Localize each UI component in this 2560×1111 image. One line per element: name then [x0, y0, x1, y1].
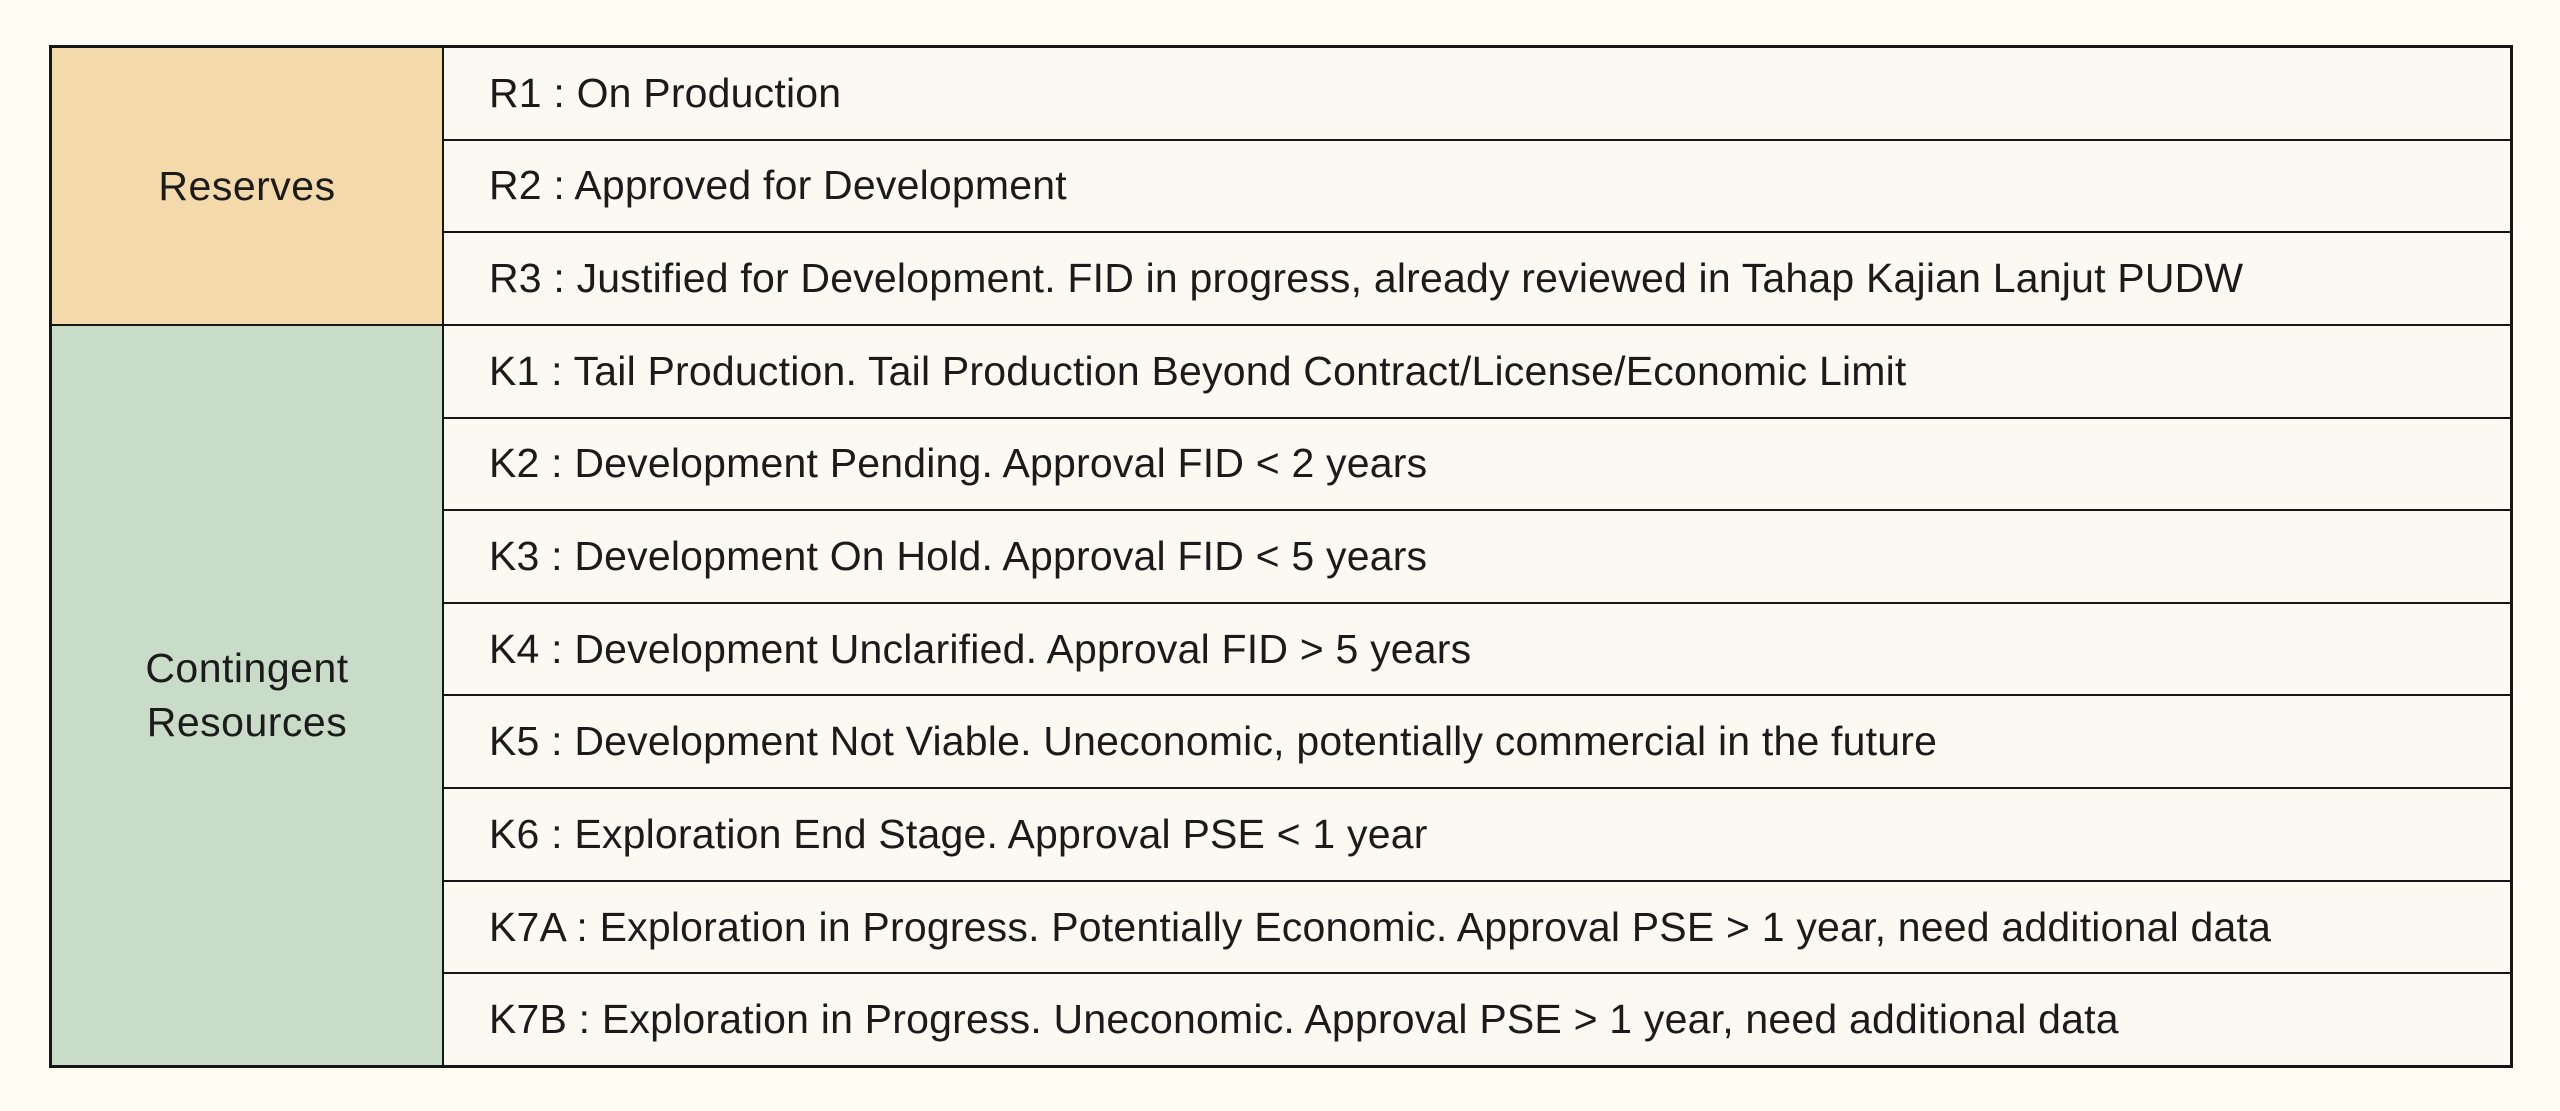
- row-r1-text: R1 : On Production: [489, 69, 842, 116]
- row-k3-text: K3 : Development On Hold. Approval FID <…: [489, 532, 1428, 579]
- row-k7a-text: K7A : Exploration in Progress. Potential…: [489, 903, 2272, 950]
- row-r3: R3 : Justified for Development. FID in p…: [444, 233, 2510, 324]
- reserves-group-header: Reserves: [52, 48, 442, 324]
- row-k7b: K7B : Exploration in Progress. Uneconomi…: [444, 974, 2510, 1065]
- row-k7b-text: K7B : Exploration in Progress. Uneconomi…: [489, 996, 2119, 1043]
- row-k6: K6 : Exploration End Stage. Approval PSE…: [444, 789, 2510, 880]
- row-k4-text: K4 : Development Unclarified. Approval F…: [489, 625, 1472, 672]
- row-r3-text: R3 : Justified for Development. FID in p…: [489, 255, 2244, 302]
- row-k5-text: K5 : Development Not Viable. Uneconomic,…: [489, 718, 1938, 765]
- row-k2-text: K2 : Development Pending. Approval FID <…: [489, 440, 1428, 487]
- row-k1-text: K1 : Tail Production. Tail Production Be…: [489, 347, 1907, 394]
- contingent-resources-group-label: Contingent Resources: [145, 645, 349, 746]
- row-r2-text: R2 : Approved for Development: [489, 162, 1067, 209]
- row-k1: K1 : Tail Production. Tail Production Be…: [444, 325, 2510, 417]
- reserves-resources-classification-table: Reserves Contingent Resources R1 : On Pr…: [49, 45, 2513, 1068]
- row-k6-text: K6 : Exploration End Stage. Approval PSE…: [489, 810, 1428, 857]
- row-k7a: K7A : Exploration in Progress. Potential…: [444, 881, 2510, 973]
- row-r1: R1 : On Production: [444, 48, 2510, 139]
- contingent-resources-group-header: Contingent Resources: [52, 325, 442, 1065]
- row-k4: K4 : Development Unclarified. Approval F…: [444, 603, 2510, 695]
- row-k2: K2 : Development Pending. Approval FID <…: [444, 418, 2510, 510]
- row-k3: K3 : Development On Hold. Approval FID <…: [444, 511, 2510, 602]
- reserves-group-label: Reserves: [158, 162, 336, 209]
- row-k5: K5 : Development Not Viable. Uneconomic,…: [444, 696, 2510, 788]
- row-r2: R2 : Approved for Development: [444, 140, 2510, 232]
